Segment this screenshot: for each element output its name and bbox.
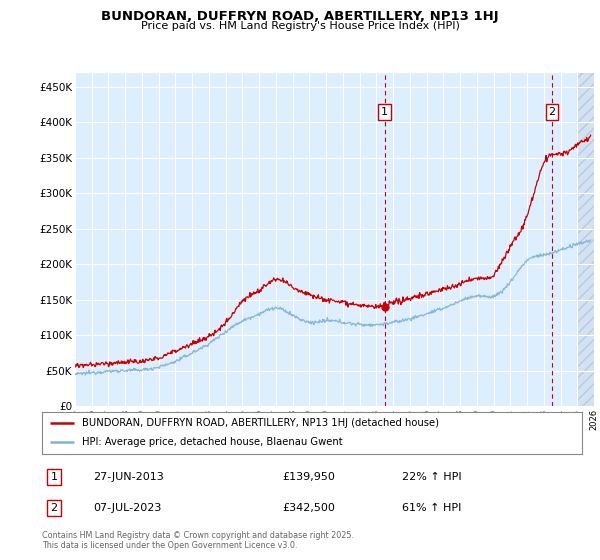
Text: £139,950: £139,950	[282, 472, 335, 482]
Text: Price paid vs. HM Land Registry's House Price Index (HPI): Price paid vs. HM Land Registry's House …	[140, 21, 460, 31]
Bar	[577, 73, 594, 406]
Text: 1: 1	[50, 472, 58, 482]
Bar	[577, 73, 594, 406]
Text: 27-JUN-2013: 27-JUN-2013	[93, 472, 164, 482]
Text: BUNDORAN, DUFFRYN ROAD, ABERTILLERY, NP13 1HJ: BUNDORAN, DUFFRYN ROAD, ABERTILLERY, NP1…	[101, 10, 499, 23]
Text: 2: 2	[548, 107, 556, 117]
Text: 22% ↑ HPI: 22% ↑ HPI	[402, 472, 461, 482]
Text: 2: 2	[50, 503, 58, 513]
Text: 61% ↑ HPI: 61% ↑ HPI	[402, 503, 461, 513]
Point	[380, 302, 389, 311]
Text: BUNDORAN, DUFFRYN ROAD, ABERTILLERY, NP13 1HJ (detached house): BUNDORAN, DUFFRYN ROAD, ABERTILLERY, NP1…	[83, 418, 439, 428]
Text: £342,500: £342,500	[282, 503, 335, 513]
Text: Contains HM Land Registry data © Crown copyright and database right 2025.
This d: Contains HM Land Registry data © Crown c…	[42, 531, 354, 550]
Text: HPI: Average price, detached house, Blaenau Gwent: HPI: Average price, detached house, Blae…	[83, 437, 343, 447]
Text: 07-JUL-2023: 07-JUL-2023	[93, 503, 161, 513]
Text: 1: 1	[381, 107, 388, 117]
